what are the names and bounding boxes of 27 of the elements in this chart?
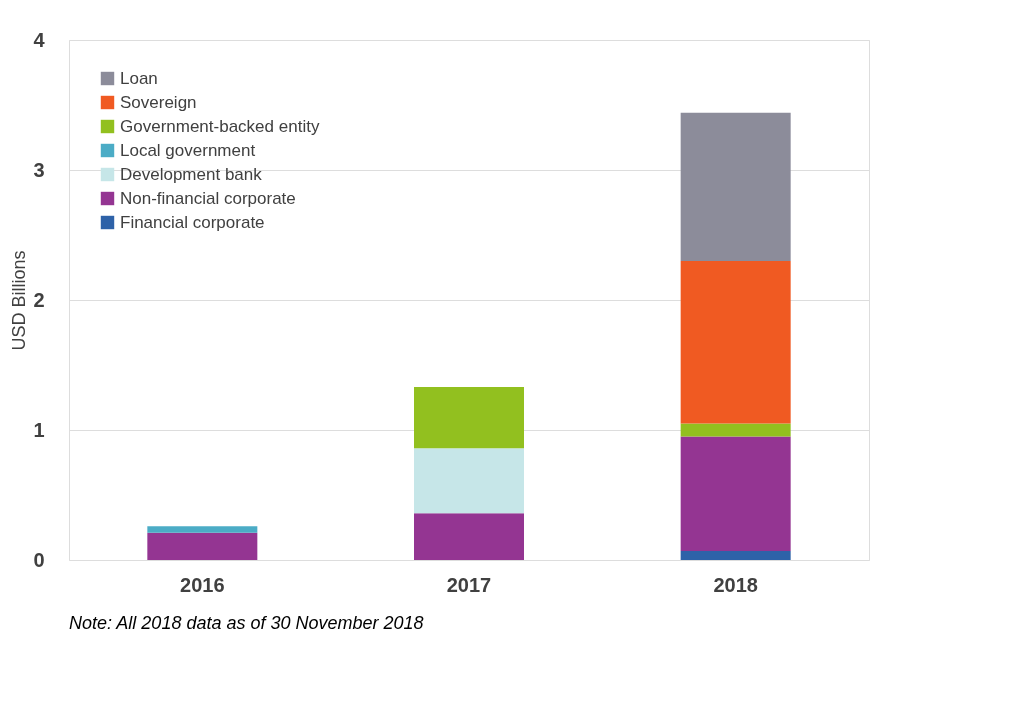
text: Note: All 2018 data as of 30 November 2018 [69, 613, 424, 633]
y-tick-label: 4 [33, 28, 46, 51]
bar [414, 448, 524, 514]
legend-label: Non-financial corporate [120, 188, 296, 208]
y-tick-label: 1 [33, 418, 45, 441]
x-tick-label: 2016 [180, 573, 225, 596]
legend-label: Sovereign [120, 92, 197, 112]
legend-label: Loan [120, 68, 158, 88]
legend-label: Government-backed entity [120, 116, 320, 136]
bar [680, 423, 791, 437]
x-tick-label: 2018 [713, 573, 758, 596]
x-tick-label: 2017 [446, 573, 492, 596]
y-axis-title: USD Billions [9, 250, 30, 351]
y-tick-label: 2 [33, 288, 45, 311]
bar [414, 387, 524, 449]
y-tick-label: 3 [33, 158, 45, 181]
bar [414, 513, 524, 560]
legend-label: Local government [120, 140, 256, 160]
bar [680, 550, 791, 560]
bar [147, 532, 258, 560]
bar [680, 436, 791, 551]
bar [680, 112, 791, 261]
legend-label: Financial corporate [120, 212, 265, 232]
legend-label: Development bank [120, 164, 263, 184]
bar [147, 526, 258, 533]
y-tick-label: 0 [33, 548, 45, 571]
bar [680, 261, 791, 424]
